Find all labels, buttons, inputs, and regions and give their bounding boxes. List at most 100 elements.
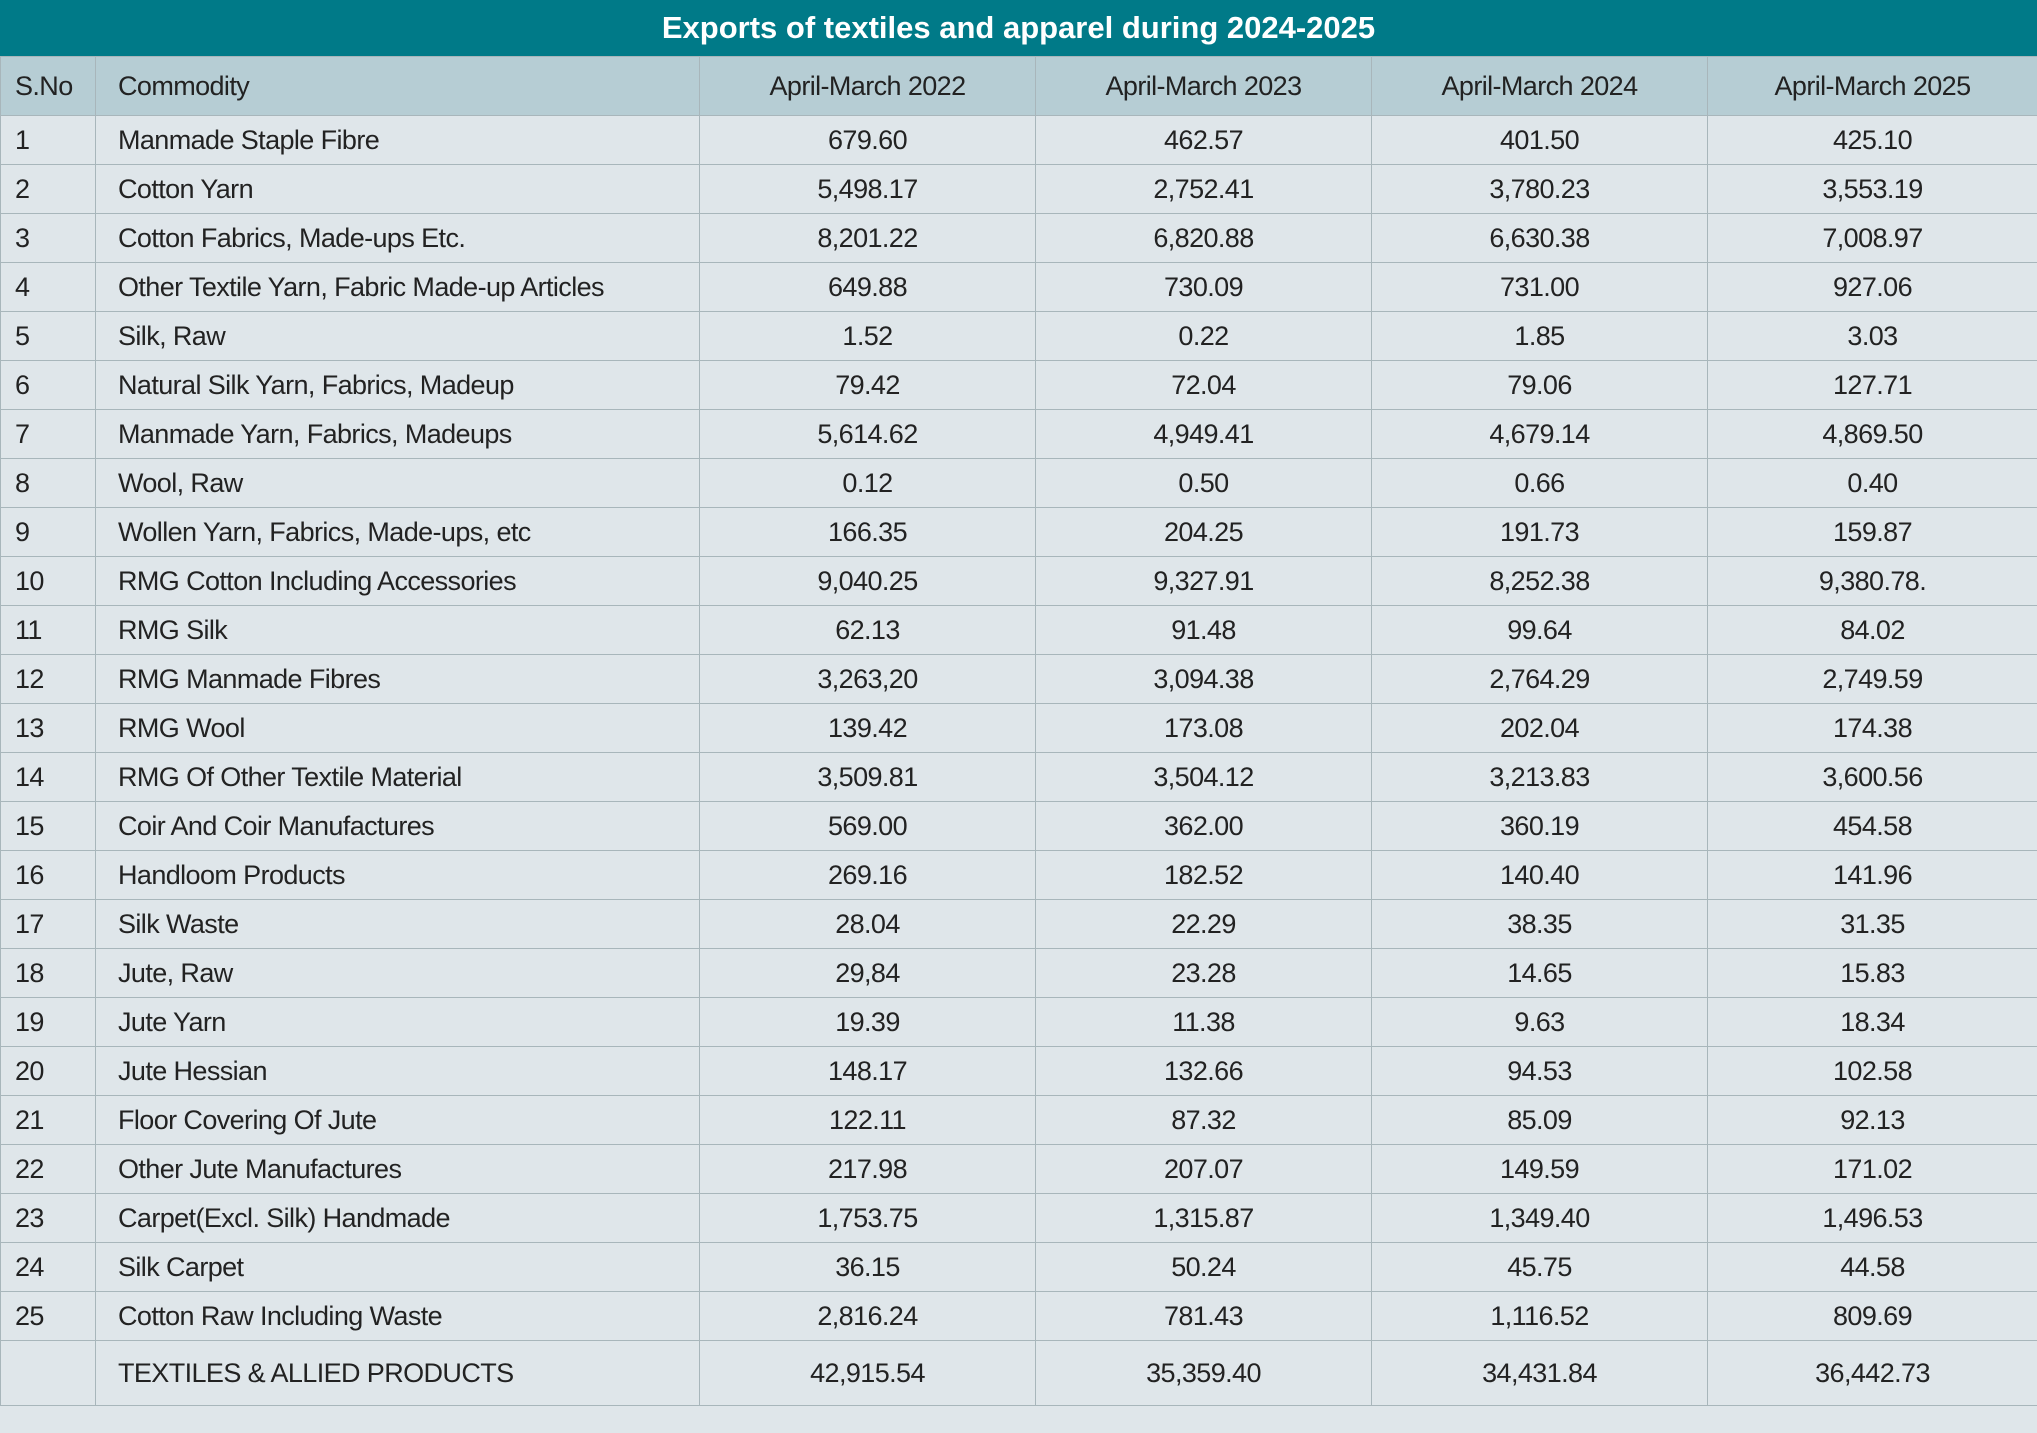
commodity-cell: Silk Waste [95,899,700,949]
value-cell: 19.39 [699,997,1036,1047]
value-cell: 99.64 [1371,605,1708,655]
value-cell: 9,327.91 [1035,556,1372,606]
table-row: 14 RMG Of Other Textile Material 3,509.81 3… [0,752,2037,802]
table-row: 13 RMG Wool 139.42 173.08 202.04 174.38 [0,703,2037,753]
table-row: 12 RMG Manmade Fibres 3,263,20 3,094.38 2,76… [0,654,2037,704]
total-value: 34,431.84 [1371,1340,1708,1406]
commodity-cell: Handloom Products [95,850,700,900]
serial-cell: 3 [0,213,96,263]
value-cell: 1,753.75 [699,1193,1036,1243]
value-cell: 3,509.81 [699,752,1036,802]
column-header: S.No [0,56,96,116]
serial-cell: 9 [0,507,96,557]
value-cell: 1,349.40 [1371,1193,1708,1243]
value-cell: 62.13 [699,605,1036,655]
value-cell: 731.00 [1371,262,1708,312]
value-cell: 9.63 [1371,997,1708,1047]
value-cell: 87.32 [1035,1095,1372,1145]
empty-cell [0,1340,96,1406]
value-cell: 9,380.78. [1707,556,2037,606]
value-cell: 9,040.25 [699,556,1036,606]
value-cell: 38.35 [1371,899,1708,949]
table-row: 20 Jute Hessian 148.17 132.66 94.53 102.58 [0,1046,2037,1096]
value-cell: 173.08 [1035,703,1372,753]
serial-cell: 17 [0,899,96,949]
table-row: 17 Silk Waste 28.04 22.29 38.35 31.35 [0,899,2037,949]
value-cell: 217.98 [699,1144,1036,1194]
value-cell: 91.48 [1035,605,1372,655]
value-cell: 3,600.56 [1707,752,2037,802]
total-value: 35,359.40 [1035,1340,1372,1406]
value-cell: 207.07 [1035,1144,1372,1194]
table-row: 7 Manmade Yarn, Fabrics, Madeups 5,614.62 4… [0,409,2037,459]
value-cell: 8,201.22 [699,213,1036,263]
serial-cell: 6 [0,360,96,410]
value-cell: 45.75 [1371,1242,1708,1292]
value-cell: 1,315.87 [1035,1193,1372,1243]
exports-table: S.No Commodity April-March 2022 April-March… [0,56,2037,1406]
value-cell: 85.09 [1371,1095,1708,1145]
value-cell: 79.42 [699,360,1036,410]
value-cell: 149.59 [1371,1144,1708,1194]
total-label: TEXTILES & ALLIED PRODUCTS [95,1340,700,1406]
serial-cell: 4 [0,262,96,312]
value-cell: 454.58 [1707,801,2037,851]
value-cell: 4,949.41 [1035,409,1372,459]
value-cell: 569.00 [699,801,1036,851]
value-cell: 6,820.88 [1035,213,1372,263]
table-row: 5 Silk, Raw 1.52 0.22 1.85 3.03 [0,311,2037,361]
serial-cell: 22 [0,1144,96,1194]
value-cell: 809.69 [1707,1291,2037,1341]
value-cell: 3,553.19 [1707,164,2037,214]
commodity-cell: RMG Cotton Including Accessories [95,556,700,606]
column-header: April-March 2024 [1371,56,1708,116]
table-row: 4 Other Textile Yarn, Fabric Made-up Arti… [0,262,2037,312]
value-cell: 3,213.83 [1371,752,1708,802]
table-row: 10 RMG Cotton Including Accessories 9,040.… [0,556,2037,606]
value-cell: 269.16 [699,850,1036,900]
value-cell: 14.65 [1371,948,1708,998]
commodity-cell: Jute Yarn [95,997,700,1047]
value-cell: 927.06 [1707,262,2037,312]
commodity-cell: Other Textile Yarn, Fabric Made-up Artic… [95,262,700,312]
commodity-cell: Silk Carpet [95,1242,700,1292]
table-row: 21 Floor Covering Of Jute 122.11 87.32 85.09… [0,1095,2037,1145]
commodity-cell: RMG Of Other Textile Material [95,752,700,802]
value-cell: 5,498.17 [699,164,1036,214]
value-cell: 5,614.62 [699,409,1036,459]
value-cell: 7,008.97 [1707,213,2037,263]
total-row: TEXTILES & ALLIED PRODUCTS 42,915.54 35,35… [0,1340,2037,1406]
value-cell: 94.53 [1371,1046,1708,1096]
table-row: 8 Wool, Raw 0.12 0.50 0.66 0.40 [0,458,2037,508]
value-cell: 159.87 [1707,507,2037,557]
commodity-cell: Cotton Yarn [95,164,700,214]
value-cell: 204.25 [1035,507,1372,557]
value-cell: 132.66 [1035,1046,1372,1096]
column-header: April-March 2022 [699,56,1036,116]
value-cell: 36.15 [699,1242,1036,1292]
column-header: Commodity [95,56,700,116]
value-cell: 360.19 [1371,801,1708,851]
table-row: 2 Cotton Yarn 5,498.17 2,752.41 3,780.23 3,55… [0,164,2037,214]
serial-cell: 1 [0,115,96,165]
column-header: April-March 2023 [1035,56,1372,116]
value-cell: 102.58 [1707,1046,2037,1096]
commodity-cell: Jute, Raw [95,948,700,998]
value-cell: 44.58 [1707,1242,2037,1292]
value-cell: 0.50 [1035,458,1372,508]
commodity-cell: Floor Covering Of Jute [95,1095,700,1145]
value-cell: 1.85 [1371,311,1708,361]
value-cell: 2,749.59 [1707,654,2037,704]
commodity-cell: Wollen Yarn, Fabrics, Made-ups, etc [95,507,700,557]
value-cell: 140.40 [1371,850,1708,900]
value-cell: 3.03 [1707,311,2037,361]
value-cell: 2,764.29 [1371,654,1708,704]
value-cell: 1,116.52 [1371,1291,1708,1341]
table-row: 3 Cotton Fabrics, Made-ups Etc. 8,201.22 6,… [0,213,2037,263]
commodity-cell: Wool, Raw [95,458,700,508]
value-cell: 23.28 [1035,948,1372,998]
table-row: 15 Coir And Coir Manufactures 569.00 362.00… [0,801,2037,851]
serial-cell: 12 [0,654,96,704]
value-cell: 3,263,20 [699,654,1036,704]
